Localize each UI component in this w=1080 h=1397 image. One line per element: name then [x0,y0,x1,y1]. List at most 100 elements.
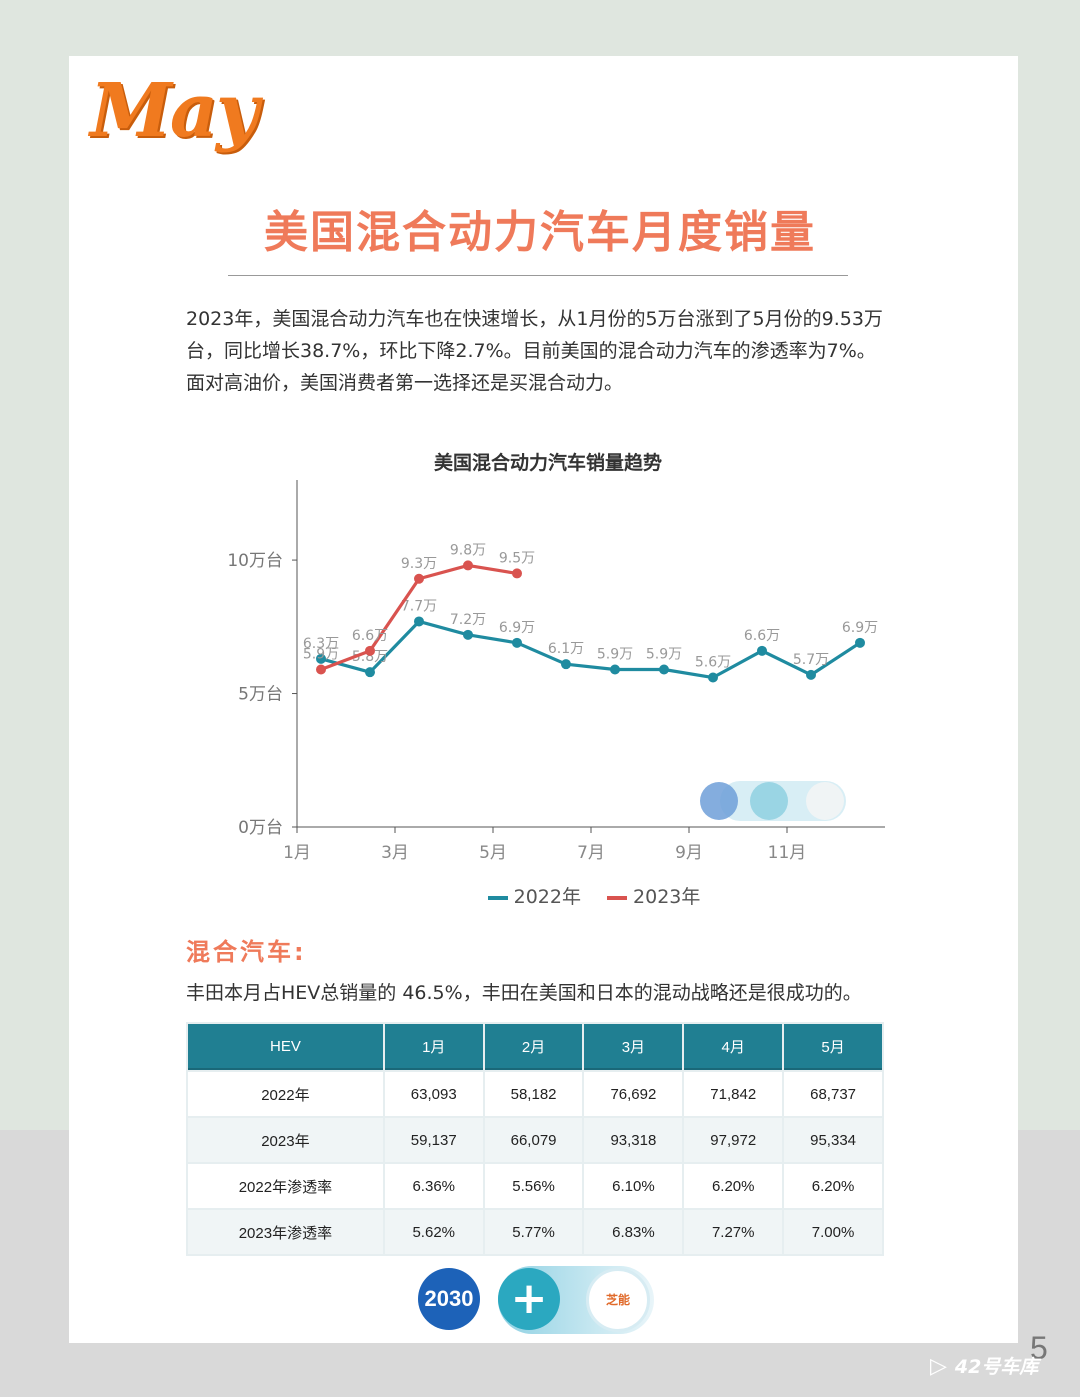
data-label: 6.9万 [842,620,878,636]
data-point [806,669,816,680]
legend-label-2022: 2022年 [513,886,581,908]
data-point [610,664,620,675]
table-cell: 2023年渗透率 [188,1210,383,1254]
data-point [512,637,522,648]
table-cell: 93,318 [584,1118,683,1162]
table-cell: 95,334 [784,1118,882,1162]
title-divider [228,275,848,276]
table-header-cell: 3月 [584,1024,683,1070]
data-label: 9.5万 [499,550,535,566]
table-cell: 71,842 [684,1072,783,1116]
table-cell: 59,137 [384,1118,483,1162]
data-label: 5.9万 [597,647,633,663]
data-label: 6.6万 [352,628,388,644]
x-tick-label: 1月 [283,843,311,863]
data-label: 6.3万 [303,636,339,652]
may-logo: May [90,68,259,154]
page-number: 5 [1030,1330,1048,1366]
data-label: 9.8万 [450,542,486,558]
hev-sales-table: HEV 1月 2月 3月 4月 5月 2022年 63,093 58,182 7… [186,1022,884,1256]
table-header-row: HEV 1月 2月 3月 4月 5月 [188,1024,882,1070]
y-tick-label: 0万台 [238,818,283,838]
series-line-2022年 [320,619,861,680]
table-cell: 6.36% [384,1164,483,1208]
chart-watermark [700,781,846,821]
data-label: 9.3万 [401,556,437,572]
intro-paragraph-2: 面对高油价，美国消费者第一选择还是买混合动力。 [186,372,624,394]
plus-icon: + [498,1268,560,1330]
chart-legend: 2022年 2023年 [0,882,1080,909]
data-label: 7.7万 [401,598,437,614]
table-cell: 2022年渗透率 [188,1164,383,1208]
table-cell: 63,093 [384,1072,483,1116]
table-cell: 6.20% [684,1164,783,1208]
data-point [463,629,473,640]
table-row: 2022年渗透率 6.36% 5.56% 6.10% 6.20% 6.20% [188,1164,882,1208]
chart-title: 美国混合动力汽车销量趋势 [433,452,662,474]
data-point [757,645,767,656]
table-cell: 58,182 [484,1072,583,1116]
table-row: 2023年渗透率 5.62% 5.77% 6.83% 7.27% 7.00% [188,1210,882,1254]
badge-2030-logo: 2030 [418,1268,480,1330]
data-point [414,616,424,627]
watermark-text: 42号车库 [954,1356,1039,1378]
data-point [512,568,522,579]
legend-item-2022: 2022年 [487,882,581,909]
intro-paragraph-1: 2023年，美国混合动力汽车也在快速增长，从1月份的5万台涨到了5月份的9.53… [186,308,883,362]
table-cell: 6.83% [584,1210,683,1254]
x-tick-label: 3月 [381,843,409,863]
x-tick-label: 11月 [768,843,807,863]
x-tick-label: 9月 [675,843,703,863]
table-header-cell: 2月 [484,1024,583,1070]
table-cell: 2022年 [188,1072,383,1116]
table-header-cell: 5月 [784,1024,882,1070]
table-cell: 68,737 [784,1072,882,1116]
legend-swatch-2022 [487,895,508,900]
data-label: 6.6万 [744,628,780,644]
page-title: 美国混合动力汽车月度销量 [264,207,816,258]
data-label: 6.1万 [548,641,584,657]
table-header-cell: 4月 [684,1024,783,1070]
table-row: 2022年 63,093 58,182 76,692 71,842 68,737 [188,1072,882,1116]
section-heading: 混合汽车: [186,938,307,966]
watermark-brand-icon [806,782,844,820]
y-tick-label: 10万台 [227,551,283,571]
watermark: ▷ 42号车库 [930,1352,1038,1379]
data-point [659,664,669,675]
data-label: 5.9万 [303,647,339,663]
play-icon: ▷ [930,1354,947,1379]
data-point [463,560,473,571]
data-point [561,659,571,670]
data-label: 6.9万 [499,620,535,636]
table-header-cell: HEV [188,1024,383,1070]
table-cell: 5.77% [484,1210,583,1254]
legend-label-2023: 2023年 [633,886,701,908]
section-text: 丰田本月占HEV总销量的 46.5%，丰田在美国和日本的混动战略还是很成功的。 [186,982,862,1004]
y-tick-label: 5万台 [238,685,283,705]
legend-swatch-2023 [607,895,628,900]
data-point [365,645,375,656]
data-point [414,573,424,584]
table-cell: 5.62% [384,1210,483,1254]
table-cell: 6.20% [784,1164,882,1208]
watermark-plus-icon [750,782,788,820]
watermark-2030-icon [700,782,738,820]
data-label: 5.9万 [646,647,682,663]
zhineng-logo: 芝能 [586,1268,650,1332]
table-cell: 66,079 [484,1118,583,1162]
data-point [316,653,326,664]
data-label: 5.6万 [695,655,731,671]
data-label: 7.2万 [450,612,486,628]
intro-text: 2023年，美国混合动力汽车也在快速增长，从1月份的5万台涨到了5月份的9.53… [186,303,896,399]
data-point [365,667,375,678]
x-tick-label: 7月 [577,843,605,863]
table-cell: 2023年 [188,1118,383,1162]
data-point [855,637,865,648]
brand-badges: 2030 + 芝能 [418,1262,658,1338]
table-cell: 6.10% [584,1164,683,1208]
table-cell: 7.27% [684,1210,783,1254]
table-row: 2023年 59,137 66,079 93,318 97,972 95,334 [188,1118,882,1162]
data-point [708,672,718,683]
table-cell: 7.00% [784,1210,882,1254]
